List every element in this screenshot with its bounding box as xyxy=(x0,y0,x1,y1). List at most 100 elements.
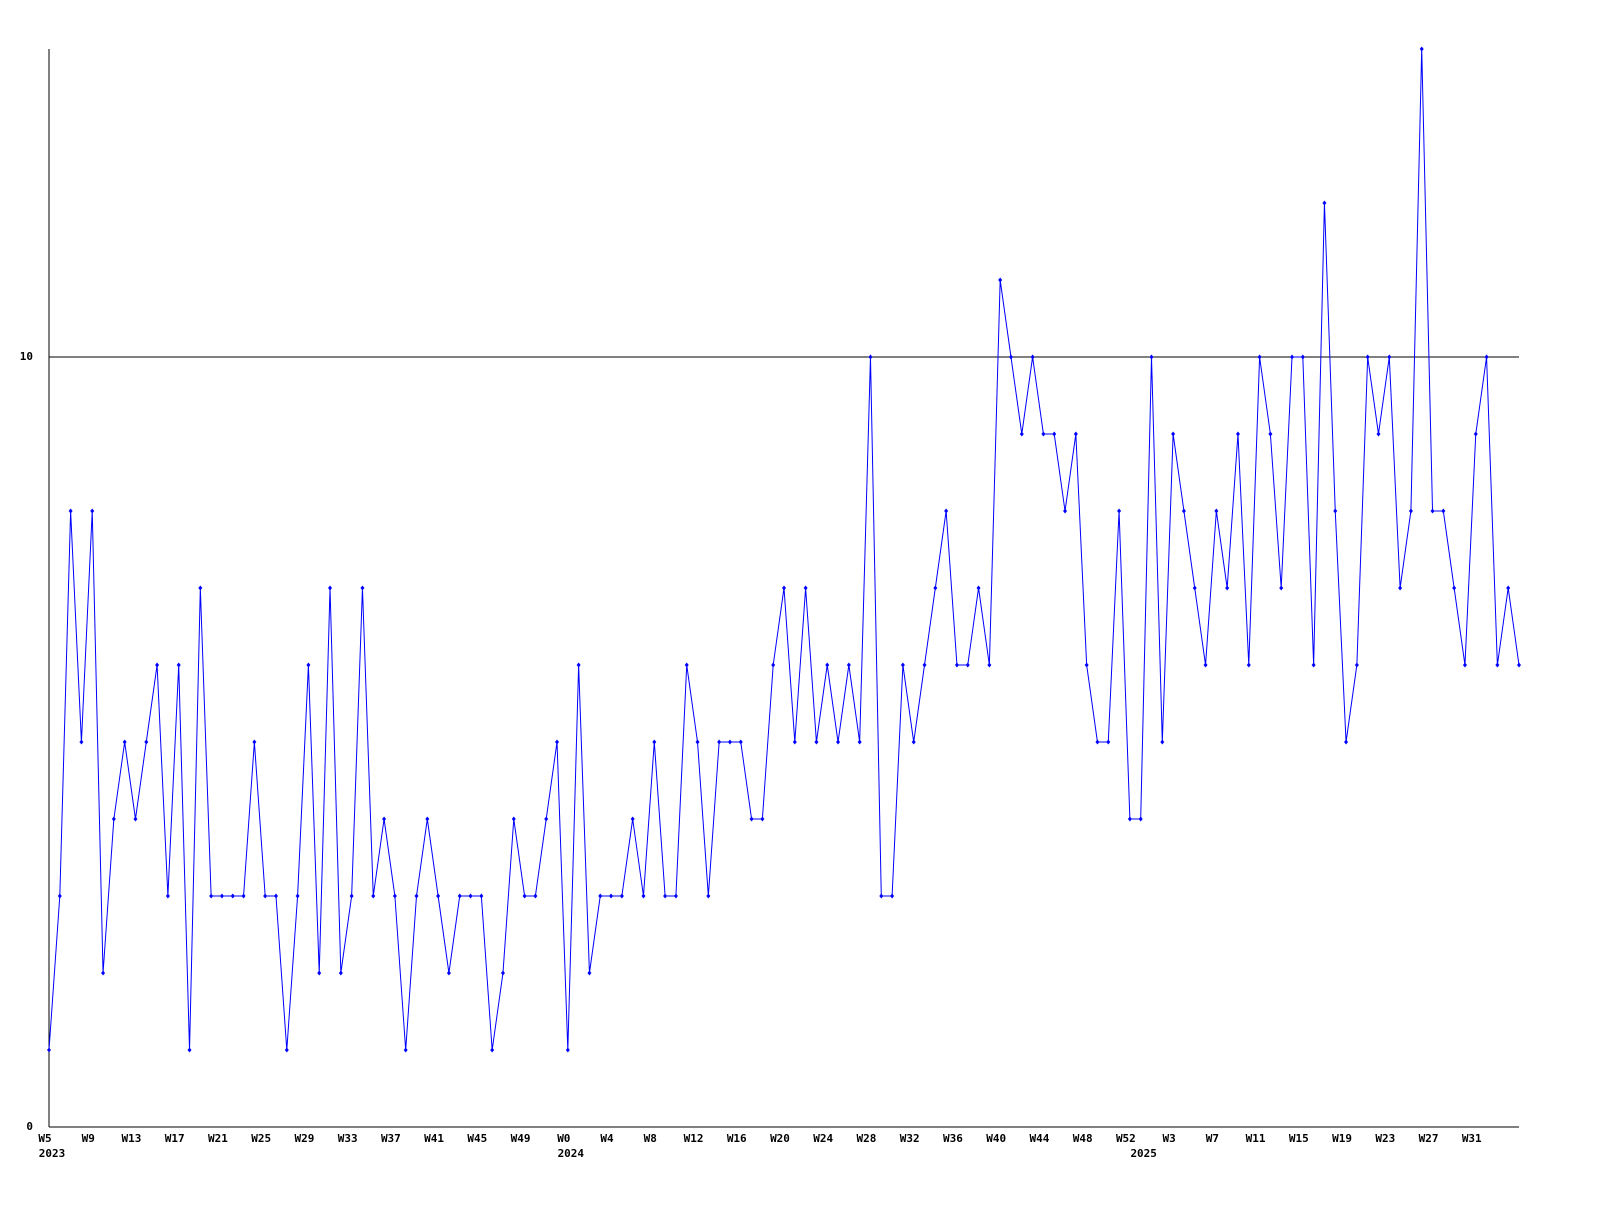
point-marker xyxy=(57,893,62,899)
x-tick-label: W40 xyxy=(986,1132,1006,1145)
point-marker xyxy=(446,970,451,976)
point-marker xyxy=(273,893,278,899)
x-tick-label: W48 xyxy=(1073,1132,1093,1145)
point-marker xyxy=(1052,431,1057,437)
point-marker xyxy=(284,1047,289,1053)
point-marker xyxy=(165,893,170,899)
point-marker xyxy=(79,739,84,745)
point-marker xyxy=(695,739,700,745)
point-marker xyxy=(555,739,560,745)
point-marker xyxy=(338,970,343,976)
point-marker xyxy=(587,970,592,976)
point-marker xyxy=(511,816,516,822)
point-marker xyxy=(922,662,927,668)
point-marker xyxy=(468,893,473,899)
point-marker xyxy=(187,1047,192,1053)
year-label: 2024 xyxy=(558,1147,585,1160)
point-marker xyxy=(1333,508,1338,514)
x-tick-label: W37 xyxy=(381,1132,401,1145)
point-marker xyxy=(328,585,333,591)
point-marker xyxy=(122,739,127,745)
point-marker xyxy=(684,662,689,668)
point-marker xyxy=(1354,662,1359,668)
point-marker xyxy=(1030,354,1035,360)
x-tick-label: W9 xyxy=(82,1132,95,1145)
point-marker xyxy=(954,662,959,668)
y-tick-label: 10 xyxy=(20,350,33,363)
point-marker xyxy=(576,662,581,668)
x-tick-label: W27 xyxy=(1419,1132,1439,1145)
point-marker xyxy=(868,354,873,360)
x-tick-label: W13 xyxy=(122,1132,142,1145)
point-marker xyxy=(263,893,268,899)
point-marker xyxy=(111,816,116,822)
point-marker xyxy=(857,739,862,745)
point-marker xyxy=(1149,354,1154,360)
point-marker xyxy=(641,893,646,899)
x-tick-label: W41 xyxy=(424,1132,444,1145)
point-marker xyxy=(209,893,214,899)
x-tick-label: W25 xyxy=(251,1132,271,1145)
point-marker xyxy=(976,585,981,591)
point-marker xyxy=(1506,585,1511,591)
point-marker xyxy=(349,893,354,899)
x-tick-label: W33 xyxy=(338,1132,358,1145)
point-marker xyxy=(457,893,462,899)
x-tick-label: W3 xyxy=(1162,1132,1175,1145)
point-marker xyxy=(1365,354,1370,360)
point-marker xyxy=(1408,508,1413,514)
point-marker xyxy=(1214,508,1219,514)
point-marker xyxy=(403,1047,408,1053)
point-marker xyxy=(1279,585,1284,591)
point-marker xyxy=(1203,662,1208,668)
point-marker xyxy=(500,970,505,976)
point-marker xyxy=(1441,508,1446,514)
point-marker xyxy=(619,893,624,899)
point-marker xyxy=(1398,585,1403,591)
point-marker xyxy=(846,662,851,668)
point-marker xyxy=(68,508,73,514)
point-marker xyxy=(1517,662,1521,668)
point-marker xyxy=(1376,431,1381,437)
point-marker xyxy=(598,893,603,899)
point-marker xyxy=(382,816,387,822)
point-marker xyxy=(1290,354,1295,360)
point-marker xyxy=(933,585,938,591)
point-marker xyxy=(1225,585,1230,591)
point-marker xyxy=(836,739,841,745)
x-tick-label: W28 xyxy=(857,1132,877,1145)
point-marker xyxy=(792,739,797,745)
point-marker xyxy=(1300,354,1305,360)
point-marker xyxy=(1192,585,1197,591)
point-marker xyxy=(706,893,711,899)
point-marker xyxy=(1063,508,1068,514)
point-marker xyxy=(1019,431,1024,437)
point-marker xyxy=(771,662,776,668)
point-marker xyxy=(1246,662,1251,668)
point-marker xyxy=(317,970,322,976)
point-marker xyxy=(1322,200,1327,206)
point-marker xyxy=(1344,739,1349,745)
x-tick-label: W32 xyxy=(900,1132,920,1145)
point-marker xyxy=(738,739,743,745)
point-marker xyxy=(998,277,1003,283)
x-tick-label: W19 xyxy=(1332,1132,1352,1145)
x-tick-label: W12 xyxy=(684,1132,704,1145)
point-marker xyxy=(47,1047,51,1053)
point-marker xyxy=(479,893,484,899)
point-marker xyxy=(1106,739,1111,745)
point-marker xyxy=(782,585,786,591)
point-marker xyxy=(1117,508,1122,514)
point-marker xyxy=(1008,354,1013,360)
point-marker xyxy=(490,1047,495,1053)
point-marker xyxy=(663,893,668,899)
point-marker xyxy=(1181,508,1186,514)
point-marker xyxy=(306,662,311,668)
point-marker xyxy=(944,508,949,514)
x-tick-label: W7 xyxy=(1206,1132,1219,1145)
x-tick-label: W16 xyxy=(727,1132,747,1145)
y-tick-label: 0 xyxy=(26,1120,33,1133)
point-marker xyxy=(522,893,527,899)
point-marker xyxy=(727,739,732,745)
